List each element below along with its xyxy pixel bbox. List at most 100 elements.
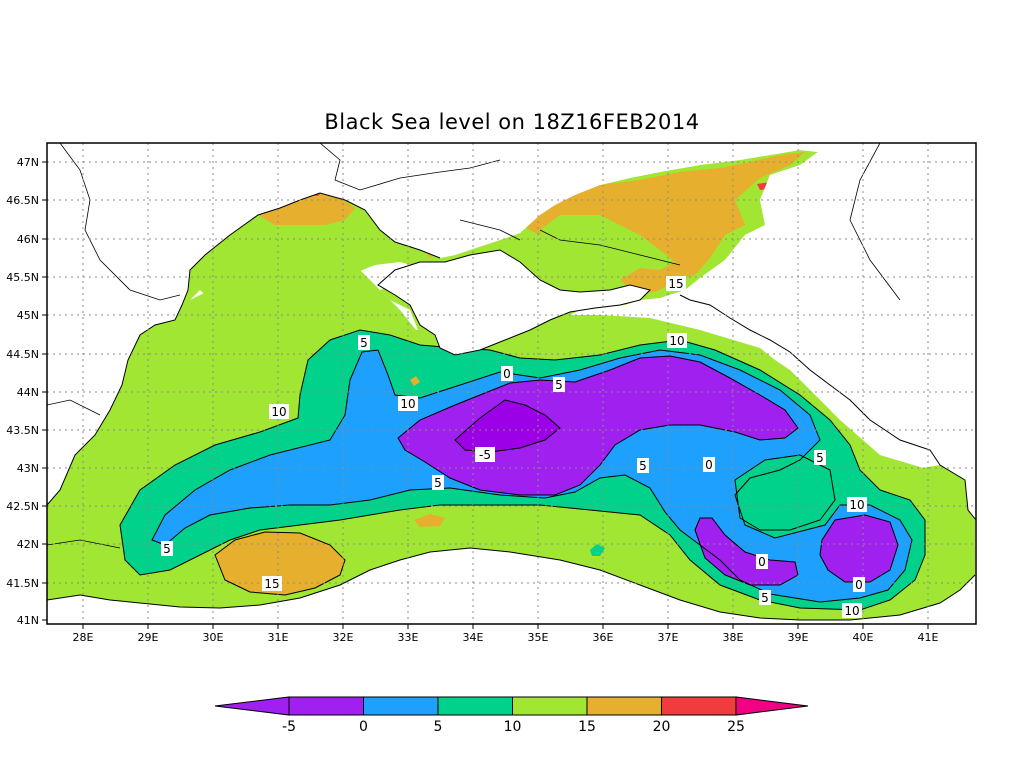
contour-label-bg (814, 450, 826, 465)
contour-label-bg (269, 404, 289, 419)
contour-label-bg (475, 447, 495, 462)
azov-lime-inner (540, 215, 675, 283)
contour-label: 10 (844, 604, 859, 618)
longitude-axis: 28E 29E 30E 31E 32E 33E 34E 35E 36E 37E 38E 39E 40E 4… (73, 624, 939, 644)
south-land (47, 548, 976, 624)
contour-label: 10 (400, 397, 415, 411)
colorbar-segment (437, 696, 513, 716)
contour-label-bg (756, 554, 768, 569)
colorbar-min-arrow (214, 696, 290, 716)
lat-tick-label: 44.5N (6, 348, 39, 361)
contour-label: 5 (639, 459, 647, 473)
colorbar: -5 0 5 10 15 20 25 (214, 696, 809, 735)
colorbar-label: -5 (282, 719, 296, 735)
lon-tick-label: 35E (528, 631, 549, 644)
colorbar-label: 20 (653, 719, 671, 735)
orange-azov (520, 152, 805, 280)
colorbar-segment (586, 696, 662, 716)
contour-label: 10 (271, 405, 286, 419)
lat-tick-label: 47N (17, 156, 39, 169)
contour-label: 15 (668, 277, 683, 291)
contour-label: 5 (816, 451, 824, 465)
north-land (47, 143, 976, 505)
map-field (47, 143, 976, 624)
latitude-axis: 47N 46.5N 46N 45.5N 45N 44.5N 44N 43.5N 43N 42.5N… (6, 156, 47, 627)
contour-label-bg (842, 603, 862, 618)
contour-label-bg (637, 458, 649, 473)
lat-tick-label: 43.5N (6, 424, 39, 437)
orange-southwest (215, 532, 345, 595)
lon-tick-label: 32E (333, 631, 354, 644)
grid-lines (47, 143, 976, 624)
colorbar-max-arrow (735, 696, 809, 716)
contour-label: 5 (163, 542, 171, 556)
contour-label-bg (703, 457, 715, 472)
purple-east-2 (820, 515, 898, 582)
lon-tick-label: 37E (658, 631, 679, 644)
lon-tick-label: 41E (918, 631, 939, 644)
contour-label: 0 (503, 367, 511, 381)
lon-tick-label: 38E (723, 631, 744, 644)
contour-label: 0 (855, 578, 863, 592)
lon-tick-label: 30E (203, 631, 224, 644)
contour-label: 5 (360, 336, 368, 350)
lat-tick-label: 45N (17, 309, 39, 322)
contour-label-bg (553, 377, 565, 392)
crimea-land (377, 249, 651, 356)
lon-tick-label: 28E (73, 631, 94, 644)
teal-island-east (735, 455, 835, 530)
colorbar-segment (661, 696, 737, 716)
lat-tick-label: 46.5N (6, 194, 39, 207)
lat-tick-label: 45.5N (6, 271, 39, 284)
lon-tick-label: 33E (398, 631, 419, 644)
orange-small-1 (414, 514, 445, 527)
contour-label: 15 (264, 577, 279, 591)
contour-label-bg (853, 577, 865, 592)
colorbar-label: 10 (504, 719, 522, 735)
contour-label-bg (262, 576, 282, 591)
colorbar-label: 25 (727, 719, 745, 735)
violet-core (455, 400, 560, 452)
lon-tick-label: 34E (463, 631, 484, 644)
contour-label-bg (847, 497, 867, 512)
contour-label-bg (432, 475, 444, 490)
lat-tick-label: 41N (17, 614, 39, 627)
contour-label: 5 (555, 378, 563, 392)
contour-label: 0 (705, 458, 713, 472)
colorbar-segment (288, 696, 364, 716)
colorbar-label: 15 (578, 719, 596, 735)
map-title: Black Sea level on 18Z16FEB2014 (324, 110, 700, 134)
lat-tick-label: 44N (17, 386, 39, 399)
lon-tick-label: 40E (853, 631, 874, 644)
lon-tick-label: 31E (268, 631, 289, 644)
lon-tick-label: 39E (788, 631, 809, 644)
purple-central (398, 356, 798, 495)
contour-label-bg (667, 333, 687, 348)
contour-label: 0 (758, 555, 766, 569)
contour-label-bg (398, 396, 418, 411)
contour-labels: 5 10 0 5 10 10 -5 5 0 5 5 10 5 0 0 5 10 15 15 (161, 276, 867, 618)
lat-tick-label: 41.5N (6, 577, 39, 590)
colorbar-label: 0 (359, 719, 368, 735)
contour-label: -5 (479, 448, 491, 462)
teal-small (590, 544, 605, 556)
lat-tick-label: 43N (17, 462, 39, 475)
contour-label-bg (666, 276, 686, 291)
contour-label-bg (759, 590, 771, 605)
coastline (47, 143, 976, 621)
contour-label: 10 (669, 334, 684, 348)
contour-label-bg (501, 366, 513, 381)
lon-tick-label: 29E (138, 631, 159, 644)
contour-label: 5 (761, 591, 769, 605)
colorbar-segment (512, 696, 588, 716)
lat-tick-label: 46N (17, 233, 39, 246)
east-land (680, 152, 976, 520)
contour-label-bg (358, 335, 370, 350)
lon-tick-label: 36E (593, 631, 614, 644)
purple-east-1 (695, 518, 798, 585)
contour-lines (119, 329, 926, 611)
contour-label: 5 (434, 476, 442, 490)
plot-frame (46, 142, 977, 625)
lat-tick-label: 42.5N (6, 500, 39, 513)
